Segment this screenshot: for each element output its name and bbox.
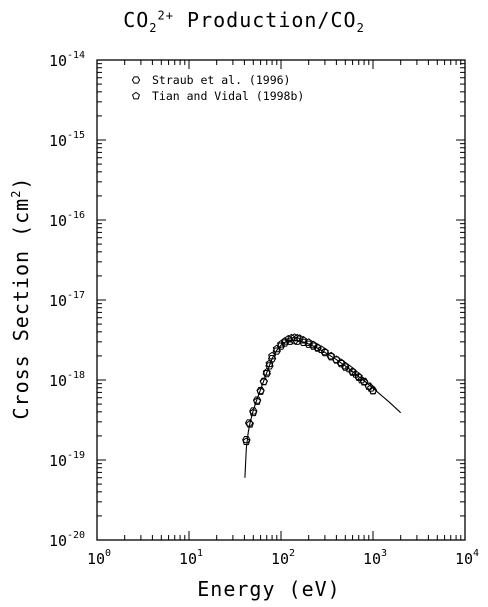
chart-title: CO22+ Production/CO2 <box>0 8 488 35</box>
y-tick-label: 10-18 <box>49 370 85 390</box>
tian-point <box>253 397 262 405</box>
tian-point <box>313 343 322 351</box>
y-tick-label: 10-19 <box>49 450 85 470</box>
title-part: 2 <box>149 21 158 35</box>
tian-point <box>259 377 268 386</box>
y-tick-label: 10-16 <box>49 210 85 230</box>
straub-point <box>265 362 274 370</box>
tian-point <box>245 420 254 428</box>
y-axis-label: Cross Section (cm2) <box>9 177 33 420</box>
x-axis-label: Energy (eV) <box>197 577 340 601</box>
title-part: CO <box>123 8 150 32</box>
x-tick-label: 102 <box>271 548 295 568</box>
x-tick-label: 101 <box>179 548 203 568</box>
x-tick-label: 104 <box>455 548 479 568</box>
x-tick-label: 103 <box>363 548 387 568</box>
legend-label: Tian and Vidal (1998b) <box>152 89 304 103</box>
tian-point <box>360 377 369 386</box>
x-tick-label: 100 <box>87 548 111 568</box>
tian-point <box>256 387 265 395</box>
y-tick-label: 10-14 <box>49 50 85 70</box>
title-part: 2 <box>356 21 365 35</box>
tian-point <box>249 408 258 417</box>
tian-point <box>368 386 378 395</box>
straub-point <box>299 338 308 347</box>
legend-label: Straub et al. (1996) <box>152 73 290 87</box>
fit-curve <box>244 339 402 478</box>
tian-point <box>262 368 271 376</box>
tian-point <box>317 345 326 353</box>
straub-point <box>249 407 258 415</box>
legend-marker <box>131 76 141 84</box>
y-tick-label: 10-20 <box>49 530 85 550</box>
tian-point <box>304 338 313 346</box>
legend-marker <box>131 91 141 100</box>
title-part: Production/CO <box>173 8 357 32</box>
tian-point <box>366 383 375 392</box>
title-part: 2+ <box>157 8 174 23</box>
tian-point <box>309 340 318 349</box>
plot-frame <box>96 59 466 541</box>
tian-point <box>280 337 289 345</box>
y-tick-label: 10-15 <box>49 130 85 150</box>
y-tick-label: 10-17 <box>49 290 85 310</box>
tian-point <box>299 335 308 344</box>
